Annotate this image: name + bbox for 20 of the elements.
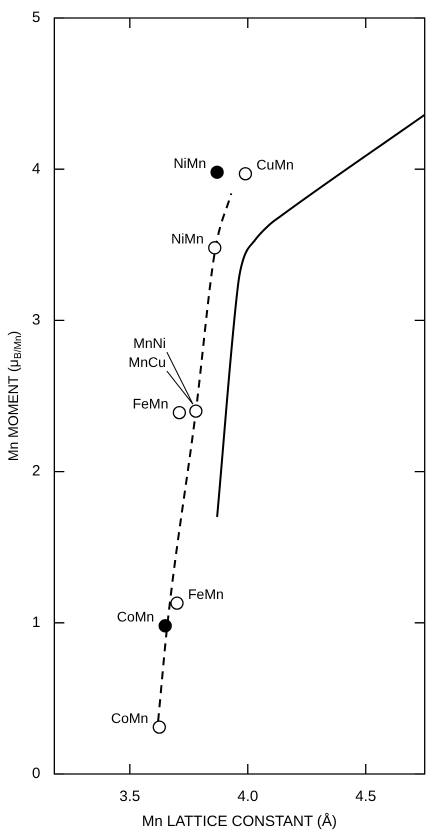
annotation: NiMn [171, 230, 204, 247]
annotation: MnCu [128, 354, 166, 370]
y-tick-label: 0 [32, 765, 40, 782]
x-tick-label: 3.5 [119, 788, 140, 806]
annotation: FeMn [132, 395, 168, 412]
y-tick-label: 2 [32, 462, 40, 480]
x-tick-label: 4.5 [355, 788, 376, 806]
annotation: NiMn [173, 155, 206, 172]
x-tick-label: 4.0 [237, 788, 258, 806]
annotation: MnNi [133, 334, 166, 351]
annotation: FeMn [188, 586, 224, 602]
y-tick-label: 5 [32, 9, 40, 26]
y-tick-label: 3 [32, 312, 40, 329]
annotation: CoMn [116, 608, 154, 625]
y-axis-title: Mn MOMENT (μB/Mn) [4, 330, 24, 462]
y-tick-label: 4 [32, 160, 40, 178]
x-axis-title: Mn LATTICE CONSTANT (Å) [142, 812, 337, 830]
y-tick-label: 1 [32, 614, 40, 631]
annotation: CuMn [256, 156, 294, 173]
annotation: CoMn [110, 710, 148, 726]
